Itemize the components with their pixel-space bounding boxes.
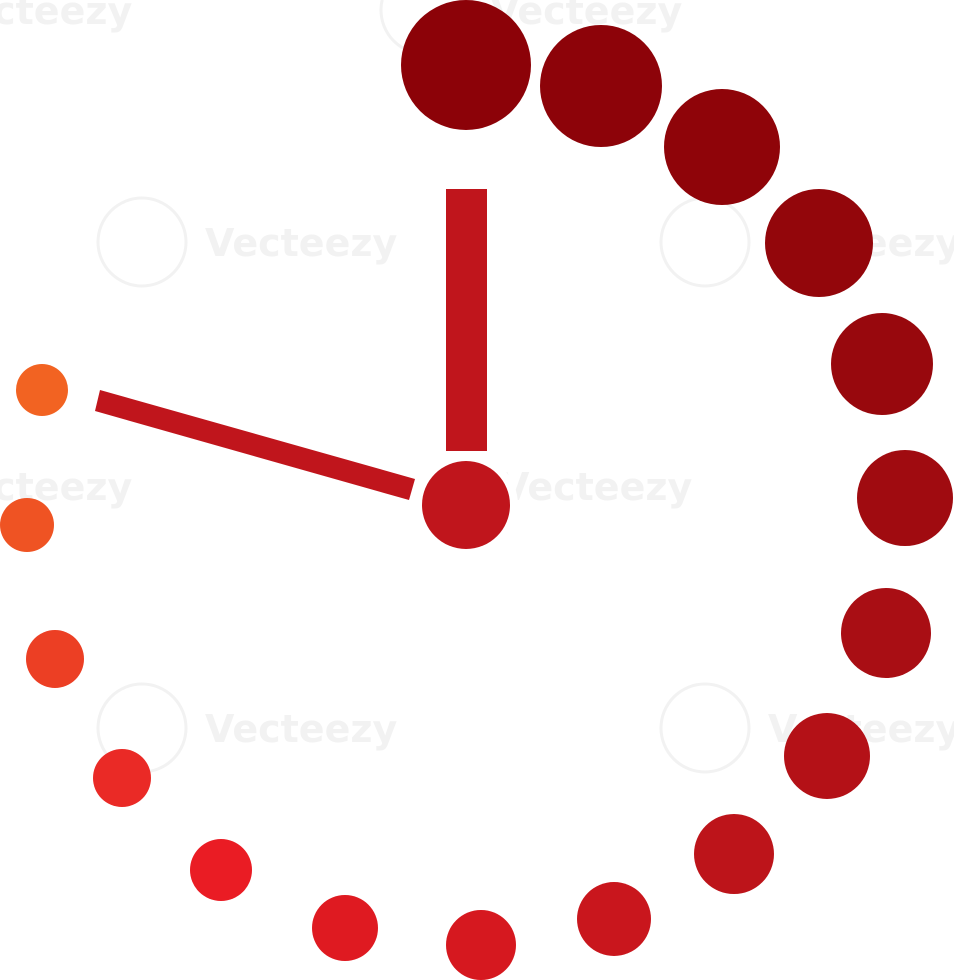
watermark-text: Vecteezy <box>0 0 132 33</box>
dial-dot <box>694 814 774 894</box>
dial-dot <box>540 25 662 147</box>
dial-dot <box>831 313 933 415</box>
dial-dot <box>26 630 84 688</box>
dial-dot <box>857 450 953 546</box>
watermark-text: Vecteezy <box>205 221 397 265</box>
hour-hand <box>95 390 415 500</box>
dial-dot <box>446 910 516 980</box>
dial-dot <box>664 89 780 205</box>
dial-dot <box>190 839 252 901</box>
dial-dot <box>401 0 531 130</box>
dial-dot <box>16 364 68 416</box>
clock-hands <box>95 189 518 557</box>
dial-dot <box>93 749 151 807</box>
dial-dot <box>765 189 873 297</box>
dial-dot <box>841 588 931 678</box>
hand-hub <box>422 461 510 549</box>
dial-dot <box>0 498 54 552</box>
watermark-text: Vecteezy <box>500 465 692 509</box>
dial-dot <box>577 882 651 956</box>
minute-hand <box>446 189 487 451</box>
watermark-text: Vecteezy <box>205 707 397 751</box>
dial-dot <box>312 895 378 961</box>
dial-dot <box>784 713 870 799</box>
